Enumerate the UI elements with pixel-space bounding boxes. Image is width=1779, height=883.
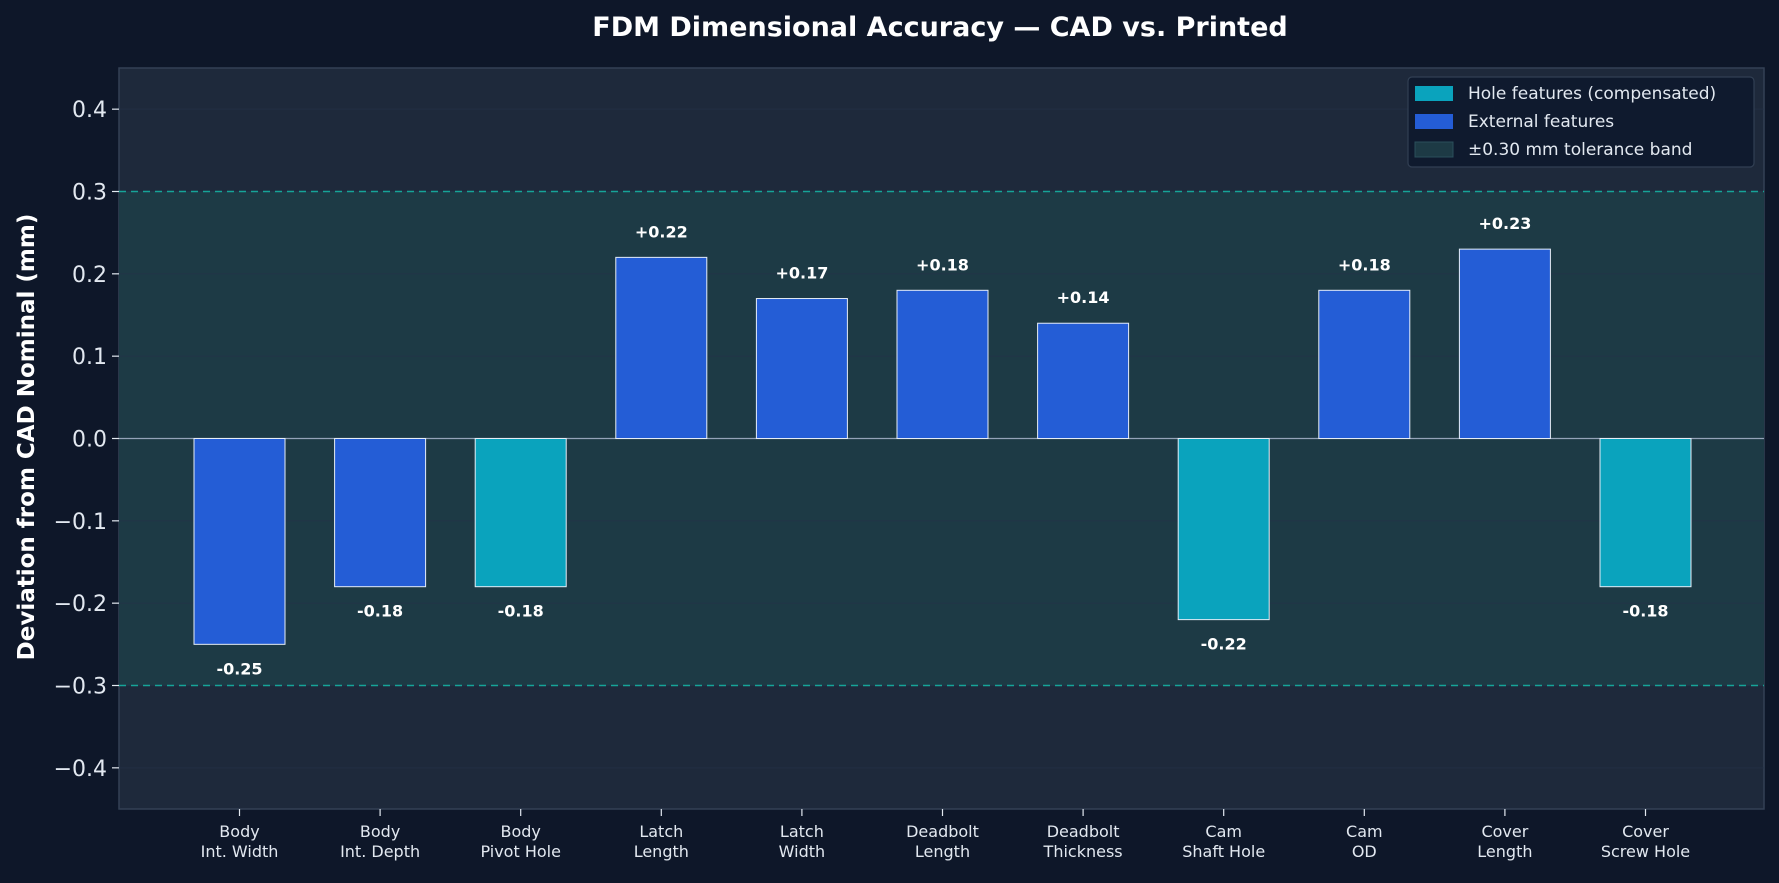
- y-tick-label: 0.3: [72, 181, 107, 206]
- y-tick-label: −0.2: [54, 592, 107, 617]
- y-tick-label: −0.1: [54, 510, 107, 535]
- x-tick-label: Latch Length: [634, 822, 689, 861]
- bar-value-label: +0.18: [1338, 255, 1391, 274]
- y-axis-label: Deviation from CAD Nominal (mm): [14, 214, 40, 661]
- x-tick-label: Cam Shaft Hole: [1182, 822, 1265, 861]
- x-tick-label: Cover Length: [1477, 822, 1532, 861]
- bar: [896, 289, 989, 439]
- x-tick-label: Body Int. Depth: [340, 822, 420, 861]
- bar-value-label: -0.25: [216, 659, 262, 678]
- bar: [615, 256, 708, 439]
- legend-label-external: External features: [1468, 112, 1614, 132]
- y-tick-label: 0.1: [72, 345, 107, 370]
- x-tick-label: Cam OD: [1346, 822, 1383, 861]
- legend-box: [1407, 76, 1755, 168]
- legend-swatch-band: [1414, 141, 1454, 158]
- legend-swatch-hole: [1415, 86, 1453, 101]
- x-tick-label: Deadbolt Thickness: [1043, 822, 1123, 861]
- plot-layer: −0.4 −0.3 −0.2 −0.1 0.0 0.1 0.2 0.3 0.4 -0.25 Body…: [54, 67, 1765, 861]
- legend: Hole features (compensated) External feat…: [1407, 76, 1755, 168]
- bar: [474, 438, 567, 588]
- legend-label-band: ±0.30 mm tolerance band: [1468, 140, 1692, 160]
- legend-label-hole: Hole features (compensated): [1468, 84, 1716, 104]
- bar-value-label: -0.18: [1622, 602, 1668, 621]
- y-tick-label: 0.0: [72, 428, 107, 453]
- y-tick-label: −0.3: [54, 675, 107, 700]
- chart-title: FDM Dimensional Accuracy — CAD vs. Print…: [592, 12, 1287, 43]
- bar: [1318, 289, 1411, 439]
- y-tick-label: −0.4: [54, 757, 107, 782]
- bar: [193, 438, 286, 645]
- x-tick-label: Latch Width: [779, 822, 825, 861]
- bar: [1037, 322, 1130, 440]
- y-tick-label: 0.4: [72, 98, 107, 123]
- bar: [1458, 248, 1551, 439]
- y-tick-label: 0.2: [72, 263, 107, 288]
- bar: [755, 298, 848, 439]
- bar-value-label: -0.18: [357, 602, 403, 621]
- x-tick-label: Deadbolt Length: [906, 822, 979, 861]
- bar: [334, 438, 427, 588]
- bar-value-label: -0.22: [1201, 635, 1247, 654]
- bar-value-label: +0.17: [775, 264, 828, 283]
- x-tick-label: Body Pivot Hole: [480, 822, 560, 861]
- bar: [1599, 438, 1692, 588]
- x-tick-label: Body Int. Width: [201, 822, 279, 861]
- bar-value-label: +0.23: [1478, 214, 1531, 233]
- bar-value-label: +0.18: [916, 255, 969, 274]
- legend-swatch-external: [1415, 114, 1453, 129]
- bar: [1177, 438, 1270, 621]
- bar-value-label: -0.18: [498, 602, 544, 621]
- bar-value-label: +0.14: [1057, 288, 1110, 307]
- x-tick-label: Cover Screw Hole: [1601, 822, 1690, 861]
- bar-value-label: +0.22: [635, 222, 688, 241]
